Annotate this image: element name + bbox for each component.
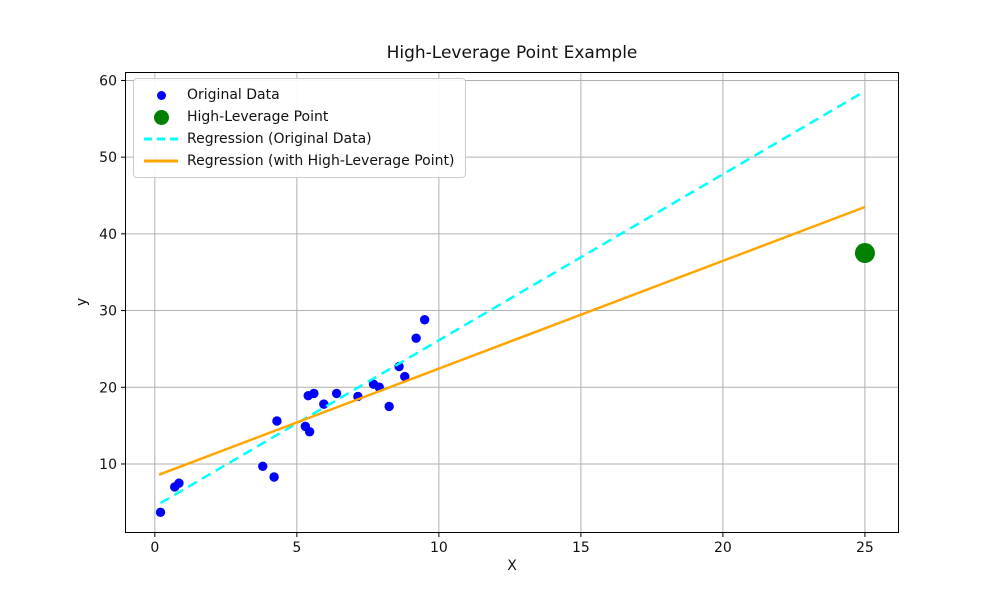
legend: Original Data High-Leverage Point Regressi…	[133, 78, 467, 178]
data-point	[258, 461, 268, 471]
legend-item: Regression (Original Data)	[142, 128, 454, 150]
legend-dot-marker-icon	[142, 109, 180, 125]
data-point	[411, 333, 421, 343]
legend-label: High-Leverage Point	[187, 109, 329, 125]
legend-dot-marker-icon	[142, 90, 180, 100]
data-point	[319, 399, 329, 409]
data-point	[331, 388, 342, 399]
legend-line-sample	[144, 159, 178, 163]
regression-line-original	[159, 90, 866, 505]
legend-item: Regression (with High-Leverage Point)	[142, 150, 454, 172]
legend-line-sample	[144, 137, 178, 141]
data-point	[400, 371, 410, 382]
data-point	[419, 315, 430, 325]
legend-label: Original Data	[187, 87, 280, 103]
data-point	[155, 507, 166, 517]
data-point	[272, 416, 282, 426]
x-tick-label: 5	[292, 540, 301, 556]
data-point	[269, 472, 279, 482]
y-tick-label: 50	[99, 150, 117, 166]
x-axis-label: X	[507, 558, 517, 574]
data-point	[309, 388, 319, 399]
chart-title: High-Leverage Point Example	[386, 43, 638, 63]
legend-line-marker-icon	[142, 158, 180, 164]
legend-dot	[153, 109, 169, 125]
y-tick-label: 10	[99, 457, 117, 473]
y-tick-label: 20	[99, 380, 117, 396]
x-tick-label: 25	[856, 540, 874, 556]
y-tick-label: 30	[99, 304, 117, 320]
data-point	[304, 427, 315, 437]
legend-dot	[156, 90, 166, 100]
legend-label: Regression (Original Data)	[187, 131, 372, 147]
high-leverage-point	[854, 243, 875, 264]
x-tick-label: 20	[714, 540, 732, 556]
data-point	[174, 478, 184, 488]
x-tick-label: 0	[150, 540, 159, 556]
legend-item: Original Data	[142, 84, 454, 106]
y-axis-label: y	[74, 297, 91, 307]
y-tick-label: 40	[99, 227, 117, 243]
y-tick-label: 60	[99, 73, 117, 89]
x-tick-label: 15	[572, 540, 590, 556]
legend-line-marker-icon	[142, 136, 180, 142]
regression-line-with-hlp	[158, 205, 866, 476]
legend-label: Regression (with High-Leverage Point)	[187, 153, 455, 169]
legend-item: High-Leverage Point	[142, 106, 454, 128]
data-point	[384, 401, 394, 412]
axes-frame	[125, 72, 899, 533]
x-tick-label: 10	[430, 540, 448, 556]
